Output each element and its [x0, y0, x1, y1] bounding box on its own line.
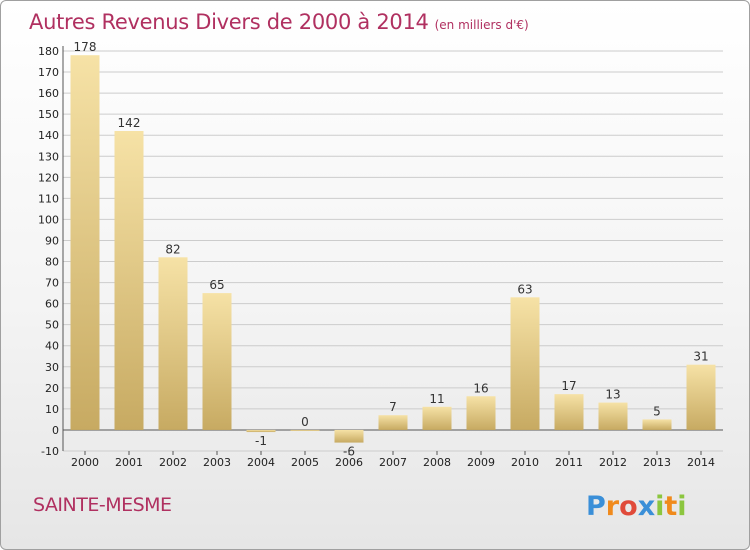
- bar: [202, 293, 232, 430]
- bar-value-label: 5: [653, 404, 661, 418]
- y-tick-label: 170: [38, 66, 59, 79]
- bar-value-label: 16: [473, 381, 488, 395]
- x-tick-label: 2013: [643, 456, 671, 469]
- bar: [686, 364, 716, 430]
- title-row: Autres Revenus Divers de 2000 à 2014 (en …: [29, 10, 529, 34]
- x-tick-label: 2004: [247, 456, 275, 469]
- proxiti-logo: Proxiti: [586, 491, 687, 522]
- x-tick-label: 2005: [291, 456, 319, 469]
- bar: [554, 394, 584, 430]
- x-tick-label: 2010: [511, 456, 539, 469]
- y-tick-label: 160: [38, 87, 59, 100]
- bar: [642, 419, 672, 430]
- y-tick-label: 50: [45, 319, 59, 332]
- y-tick-label: 0: [52, 424, 59, 437]
- y-tick-label: 10: [45, 403, 59, 416]
- bar: [246, 429, 276, 433]
- bar: [598, 402, 628, 430]
- x-tick-label: 2003: [203, 456, 231, 469]
- y-tick-label: 70: [45, 277, 59, 290]
- y-tick-label: 180: [38, 45, 59, 58]
- bar: [114, 131, 144, 430]
- bar-value-label: 13: [605, 388, 620, 402]
- x-tick-label: 2011: [555, 456, 583, 469]
- y-tick-label: 90: [45, 234, 59, 247]
- x-tick-label: 2012: [599, 456, 627, 469]
- bar: [466, 396, 496, 430]
- bar-value-label: 31: [693, 350, 708, 364]
- x-tick-label: 2009: [467, 456, 495, 469]
- x-tick-label: 2000: [71, 456, 99, 469]
- x-tick-label: 2002: [159, 456, 187, 469]
- bar-value-label: 65: [209, 278, 224, 292]
- y-tick-label: 130: [38, 150, 59, 163]
- bar-value-label: 82: [165, 242, 180, 256]
- commune-name: SAINTE-MESME: [33, 494, 172, 516]
- chart-title: Autres Revenus Divers de 2000 à 2014: [29, 10, 429, 34]
- x-tick-label: 2001: [115, 456, 143, 469]
- y-tick-label: 120: [38, 171, 59, 184]
- bar-value-label: 142: [118, 116, 141, 130]
- x-tick-label: 2008: [423, 456, 451, 469]
- y-tick-label: 60: [45, 298, 59, 311]
- bar-value-label: 11: [429, 392, 444, 406]
- svg-text:Proxiti: Proxiti: [586, 491, 687, 522]
- bar-value-label: 17: [561, 379, 576, 393]
- y-tick-label: 20: [45, 382, 59, 395]
- y-tick-label: 110: [38, 192, 59, 205]
- x-tick-label: 2007: [379, 456, 407, 469]
- x-tick-label: 2006: [335, 456, 363, 469]
- bar: [158, 257, 188, 430]
- bar: [510, 297, 540, 430]
- bar: [378, 415, 408, 430]
- bar: [334, 429, 364, 443]
- y-tick-label: 40: [45, 340, 59, 353]
- y-tick-label: 140: [38, 129, 59, 142]
- bar-value-label: 0: [301, 415, 309, 429]
- bar-value-label: 63: [517, 282, 532, 296]
- bar-value-label: 7: [389, 400, 397, 414]
- y-tick-label: 150: [38, 108, 59, 121]
- y-tick-label: -10: [41, 445, 59, 458]
- bar: [422, 406, 452, 430]
- bar: [70, 55, 100, 430]
- bar-value-label: 178: [74, 40, 97, 54]
- y-tick-label: 100: [38, 213, 59, 226]
- y-tick-label: 80: [45, 256, 59, 269]
- bar: [290, 429, 320, 431]
- chart-subtitle: (en milliers d'€): [434, 18, 529, 32]
- y-tick-label: 30: [45, 361, 59, 374]
- x-tick-label: 2014: [687, 456, 715, 469]
- bar-value-label: -1: [255, 434, 267, 448]
